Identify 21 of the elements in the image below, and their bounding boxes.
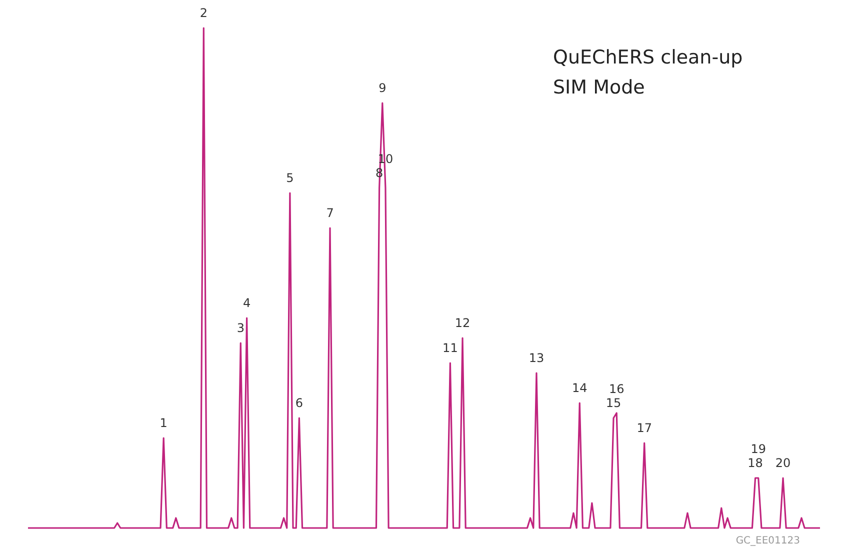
annotation: 14 bbox=[572, 381, 588, 396]
annotation: 3 bbox=[236, 321, 244, 336]
annotation: SIM Mode bbox=[553, 76, 645, 98]
annotation: 11 bbox=[442, 341, 458, 356]
annotation: 2 bbox=[200, 6, 208, 20]
text: GC_EE01123 bbox=[736, 536, 800, 547]
annotation: 1 bbox=[160, 416, 168, 430]
annotation: 20 bbox=[775, 456, 791, 470]
annotation: 13 bbox=[528, 351, 544, 366]
annotation: 18 bbox=[748, 456, 763, 470]
annotation: 16 bbox=[608, 382, 624, 396]
annotation: 4 bbox=[242, 296, 251, 310]
annotation: 6 bbox=[295, 396, 304, 410]
annotation: 15 bbox=[606, 396, 622, 410]
annotation: 19 bbox=[750, 442, 766, 456]
annotation: 17 bbox=[636, 421, 652, 436]
annotation: 9 bbox=[378, 81, 386, 96]
annotation: 7 bbox=[326, 206, 334, 220]
annotation: QuEChERS clean-up bbox=[553, 46, 743, 68]
annotation: 5 bbox=[286, 171, 294, 186]
annotation: 12 bbox=[454, 316, 470, 330]
